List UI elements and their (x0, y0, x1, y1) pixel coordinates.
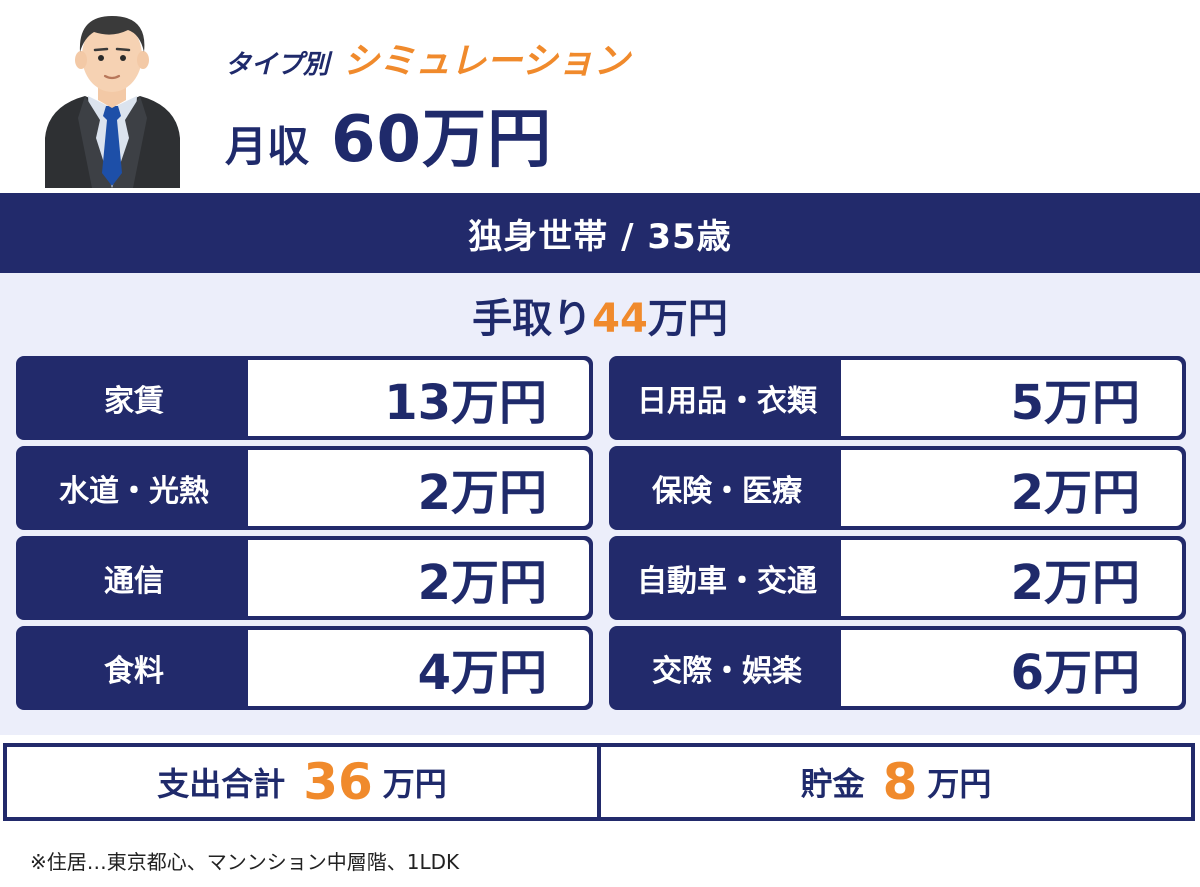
expense-label: 保険・医療 (652, 474, 802, 509)
expense-daily-goods: 日用品・衣類 5万円 (609, 356, 1186, 440)
expense-value: 6万円 (841, 630, 1182, 706)
take-home-unit: 万円 (647, 296, 728, 342)
total-spending-value: 36 (303, 753, 373, 811)
expense-value: 4万円 (248, 630, 589, 706)
eyebrow-prefix: タイプ別 (225, 50, 330, 80)
expense-value: 2万円 (248, 450, 589, 526)
total-savings-label: 貯金 (800, 765, 865, 803)
household-band: 独身世帯 / 35歳 (0, 193, 1200, 273)
total-savings-value: 8 (882, 753, 918, 811)
expense-communication: 通信 2万円 (16, 536, 593, 620)
totals-bar: 支出合計 36 万円 貯金 8 万円 (3, 743, 1195, 821)
expense-label: 食料 (104, 654, 164, 689)
monthly-income: 月収 60万円 (225, 88, 552, 180)
income-label: 月収 (225, 122, 310, 171)
expense-food: 食料 4万円 (16, 626, 593, 710)
take-home-prefix: 手取り (472, 296, 593, 342)
expense-insurance: 保険・医療 2万円 (609, 446, 1186, 530)
expense-label: 日用品・衣類 (637, 384, 817, 419)
eyebrow: タイプ別 シミュレーション (225, 32, 630, 84)
footnote: ※住居…東京都心、マンンション中層階、1LDK (30, 850, 460, 874)
expense-label: 自動車・交通 (637, 564, 817, 599)
expense-value: 13万円 (248, 360, 589, 436)
total-savings-unit: 万円 (927, 765, 992, 803)
expense-transport: 自動車・交通 2万円 (609, 536, 1186, 620)
take-home-pay: 手取り44万円 (0, 286, 1200, 344)
expense-label: 通信 (104, 564, 164, 599)
expense-label: 水道・光熱 (59, 474, 209, 509)
expense-value: 5万円 (841, 360, 1182, 436)
total-spending-unit: 万円 (382, 765, 447, 803)
expense-rent: 家賃 13万円 (16, 356, 593, 440)
expense-label: 交際・娯楽 (652, 654, 802, 689)
total-spending-label: 支出合計 (157, 765, 286, 803)
expense-grid: 家賃 13万円 日用品・衣類 5万円 水道・光熱 2万円 保険・医療 2万円 通… (16, 356, 1186, 710)
expense-value: 2万円 (841, 450, 1182, 526)
expense-value: 2万円 (248, 540, 589, 616)
expense-utilities: 水道・光熱 2万円 (16, 446, 593, 530)
take-home-amount: 44 (592, 296, 648, 342)
income-value: 60万円 (331, 103, 553, 177)
expense-label: 家賃 (104, 384, 164, 419)
eyebrow-main: シミュレーション (343, 41, 630, 82)
expense-entertainment: 交際・娯楽 6万円 (609, 626, 1186, 710)
businessman-avatar-icon (45, 16, 180, 188)
total-spending: 支出合計 36 万円 (7, 747, 597, 817)
expense-value: 2万円 (841, 540, 1182, 616)
total-savings: 貯金 8 万円 (597, 747, 1191, 817)
